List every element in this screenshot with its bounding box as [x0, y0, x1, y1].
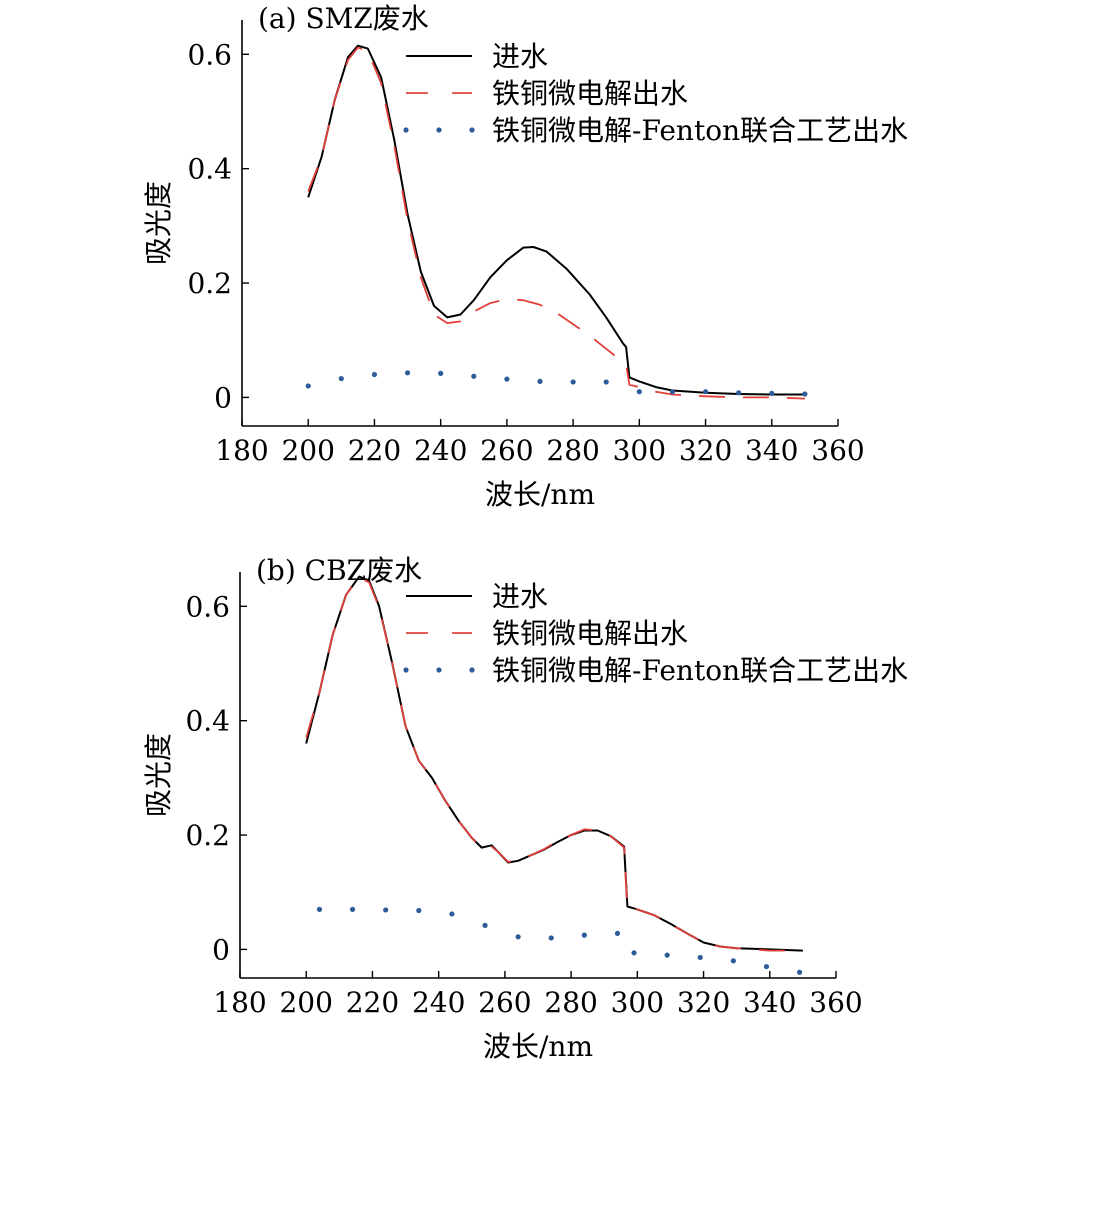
- series-point: [736, 390, 742, 396]
- series-point: [796, 969, 803, 975]
- x-tick-label: 180: [213, 986, 266, 1019]
- y-tick-label: 0.2: [187, 267, 232, 300]
- series-point: [769, 390, 775, 397]
- series-point: [416, 907, 422, 914]
- x-axis-label: 波长/nm: [483, 1030, 593, 1063]
- series-point: [449, 911, 455, 917]
- x-tick-label: 300: [613, 434, 666, 467]
- series-point: [669, 389, 676, 395]
- series-point: [763, 963, 770, 970]
- series-point: [697, 954, 703, 961]
- x-tick-label: 340: [743, 986, 796, 1019]
- x-tick-label: 200: [279, 986, 332, 1019]
- legend-label: 铁铜微电解-Fenton联合工艺出水: [492, 654, 908, 687]
- legend-label: 进水: [492, 40, 548, 73]
- y-tick-label: 0.6: [185, 590, 230, 623]
- series-point: [614, 930, 621, 936]
- x-tick-label: 260: [478, 986, 531, 1019]
- y-tick-label: 0.4: [187, 153, 232, 186]
- y-tick-label: 0.4: [185, 705, 230, 738]
- series-point: [537, 378, 543, 384]
- series-point: [802, 391, 808, 397]
- x-tick-label: 260: [480, 434, 533, 467]
- series-point: [404, 370, 411, 376]
- legend-label: 铁铜微电解出水: [492, 617, 688, 650]
- x-tick-label: 240: [412, 986, 465, 1019]
- series-point: [316, 906, 323, 912]
- series-line: [305, 575, 803, 952]
- series-point: [570, 379, 576, 385]
- y-axis-label: 吸光度: [142, 733, 175, 817]
- x-tick-label: 220: [346, 986, 399, 1019]
- y-tick-label: 0.2: [185, 819, 230, 852]
- series-point: [383, 907, 389, 913]
- series-point: [702, 389, 709, 395]
- series-point: [664, 952, 670, 958]
- panel-label: (a) SMZ废水: [258, 2, 429, 35]
- series-line: [307, 44, 805, 396]
- x-tick-label: 360: [809, 986, 862, 1019]
- legend-label: 铁铜微电解出水: [492, 77, 688, 110]
- x-axis-label: 波长/nm: [485, 478, 595, 511]
- y-axis-label: 吸光度: [142, 181, 175, 265]
- series-point: [438, 370, 444, 376]
- x-tick-label: 320: [679, 434, 732, 467]
- legend-swatch-dot: [403, 667, 409, 673]
- series-point: [730, 958, 736, 964]
- x-tick-label: 280: [544, 986, 597, 1019]
- y-tick-label: 0: [212, 933, 230, 966]
- panel-label: (b) CBZ废水: [256, 554, 422, 587]
- x-tick-label: 280: [546, 434, 599, 467]
- x-tick-label: 180: [215, 434, 268, 467]
- series-point: [471, 373, 477, 379]
- legend-swatch-dot: [403, 127, 409, 133]
- series-point: [636, 389, 642, 395]
- y-tick-label: 0.6: [187, 38, 232, 71]
- legend-swatch-dot: [436, 127, 442, 133]
- x-tick-label: 200: [281, 434, 334, 467]
- legend-label: 进水: [492, 580, 548, 613]
- y-tick-label: 0: [214, 381, 232, 414]
- series-point: [631, 950, 637, 956]
- series-point: [548, 935, 554, 941]
- series-point: [349, 906, 356, 912]
- x-tick-label: 360: [811, 434, 864, 467]
- x-tick-label: 220: [348, 434, 401, 467]
- legend-swatch-dot: [436, 667, 442, 673]
- x-tick-label: 340: [745, 434, 798, 467]
- series-point: [305, 383, 311, 389]
- legend-swatch-dot: [469, 127, 475, 133]
- series-point: [504, 376, 510, 382]
- series-point: [482, 922, 488, 928]
- series-point: [338, 375, 344, 382]
- legend-label: 铁铜微电解-Fenton联合工艺出水: [492, 114, 908, 147]
- series-point: [603, 379, 609, 385]
- series-point: [371, 371, 378, 378]
- legend-swatch-dot: [469, 667, 475, 673]
- series-point: [515, 934, 521, 940]
- x-tick-label: 320: [677, 986, 730, 1019]
- x-tick-label: 300: [611, 986, 664, 1019]
- x-tick-label: 240: [414, 434, 467, 467]
- series-point: [581, 932, 587, 938]
